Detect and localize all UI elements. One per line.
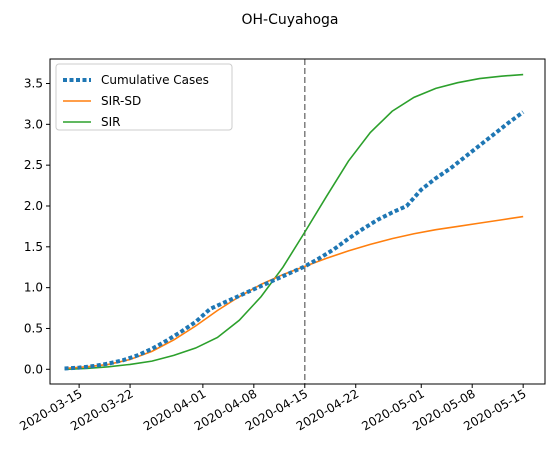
- series-line-sir-sd: [64, 215, 524, 370]
- plot-area: [64, 59, 525, 384]
- y-tick-label: 1.0: [24, 281, 43, 295]
- y-tick-label: 2.0: [24, 199, 43, 213]
- y-axis: 0.0 0.5 1.0 1.5 2.0 2.5 3.0 3.5: [24, 76, 50, 376]
- y-tick-label: 2.5: [24, 158, 43, 172]
- series-line-cumulative-cases: [64, 110, 525, 371]
- legend-label: SIR-SD: [101, 94, 141, 108]
- y-tick-label: 1.5: [24, 240, 43, 254]
- y-tick-label: 0.5: [24, 321, 43, 335]
- chart-title: OH-Cuyahoga: [241, 12, 338, 28]
- legend: Cumulative Cases SIR-SD SIR: [55, 63, 233, 131]
- series-line-sir: [64, 73, 524, 371]
- legend-label: Cumulative Cases: [101, 73, 209, 87]
- axes-frame: [49, 58, 546, 385]
- y-tick-label: 0.0: [24, 362, 43, 376]
- y-tick-label: 3.0: [24, 117, 43, 131]
- legend-label: SIR: [101, 115, 121, 129]
- legend-box: [55, 63, 233, 131]
- y-tick-label: 3.5: [24, 76, 43, 90]
